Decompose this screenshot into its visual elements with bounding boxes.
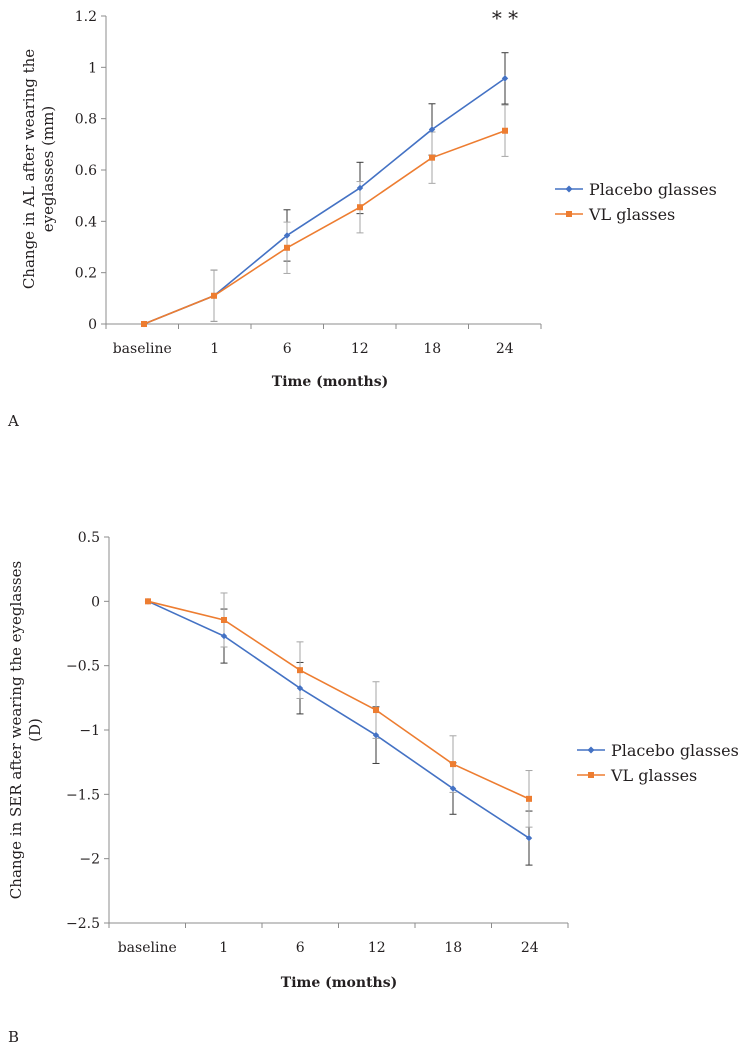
chart-b-legend-label-vl: VL glasses xyxy=(610,766,697,785)
chart-b-y-tick-label: 0 xyxy=(91,594,100,610)
chart-a-y-tick-label: 0.2 xyxy=(75,266,97,282)
chart-a-ylabel: Change in AL after wearing the eyeglasse… xyxy=(20,49,57,289)
chart-a-y-tick-label: 1 xyxy=(88,60,97,76)
chart-a-point-placebo xyxy=(501,75,509,82)
chart-b-y-tick-label: 0.5 xyxy=(78,530,100,546)
chart-b-xlabel: Time (months) xyxy=(281,975,397,991)
chart-b-x-axis: baseline 1 6 12 18 24 xyxy=(108,922,569,956)
chart-a-x-tick-label: 24 xyxy=(496,341,514,357)
chart-a-panel-label: A xyxy=(7,412,19,430)
chart-b-legend-label-placebo: Placebo glasses xyxy=(611,741,739,760)
chart-b-x-tick-label: baseline xyxy=(118,940,177,956)
chart-b-series-lines xyxy=(147,600,530,839)
chart-b-series-line-vl xyxy=(147,600,530,800)
chart-a-y-tick-label: 0.4 xyxy=(75,214,97,230)
chart-b-ylabel-line-1: Change in SER after wearing the eyeglass… xyxy=(7,561,25,899)
chart-panel-b: Change in SER after wearing the eyeglass… xyxy=(7,530,739,1046)
chart-b-y-tick-label: −1 xyxy=(79,723,100,739)
chart-a-point-placebo xyxy=(356,184,364,192)
chart-b-ylabel-line-2: (D) xyxy=(26,718,44,742)
chart-a-point-placebo xyxy=(283,232,291,239)
chart-b-x-tick-label: 6 xyxy=(296,940,305,956)
chart-b-point-vl xyxy=(221,616,227,623)
chart-a-legend-label-vl: VL glasses xyxy=(588,205,675,224)
chart-b-point-vl xyxy=(373,707,379,714)
chart-b-point-placebo xyxy=(525,834,533,842)
chart-b-y-tick-label: −0.5 xyxy=(66,659,100,675)
chart-b-panel-label: B xyxy=(8,1028,19,1046)
chart-a-legend-item-vl: VL glasses xyxy=(555,205,675,224)
chart-a-y-axis: 0 0.2 0.4 0.6 0.8 1 1.2 xyxy=(75,9,107,333)
chart-b-x-tick-label: 18 xyxy=(444,940,462,956)
chart-b-x-tick-label: 1 xyxy=(219,940,228,956)
chart-a-ylabel-line-1: Change in AL after wearing the xyxy=(20,49,38,289)
chart-b-point-vl xyxy=(450,761,456,768)
chart-b-legend-item-vl: VL glasses xyxy=(577,766,697,785)
chart-a-legend-marker-placebo xyxy=(565,185,573,193)
chart-a-point-vl xyxy=(284,244,290,251)
chart-a-point-vl xyxy=(429,154,435,161)
chart-b-point-placebo xyxy=(220,632,228,640)
chart-a-y-tick-label: 0.6 xyxy=(75,163,97,179)
chart-a-markers xyxy=(140,75,509,328)
chart-a-x-tick-label: 1 xyxy=(210,341,219,357)
chart-b-point-vl xyxy=(526,795,532,802)
chart-b-point-placebo xyxy=(372,731,380,739)
chart-b-y-tick-label: −2.5 xyxy=(66,916,100,932)
chart-a-legend-label-placebo: Placebo glasses xyxy=(589,180,717,199)
chart-a-point-vl xyxy=(141,321,147,327)
chart-b-markers xyxy=(144,598,533,842)
chart-a-y-tick-label: 0 xyxy=(88,317,97,333)
chart-b-error-bars xyxy=(220,592,533,866)
chart-a-ylabel-line-2: eyeglasses (mm) xyxy=(39,106,57,232)
chart-a-x-tick-label: 12 xyxy=(351,341,369,357)
chart-a-x-tick-label: 18 xyxy=(423,341,441,357)
chart-a-y-tick-label: 0.8 xyxy=(75,112,97,128)
chart-b-legend: Placebo glasses VL glasses xyxy=(577,741,739,785)
chart-b-legend-marker-placebo xyxy=(587,746,595,754)
chart-b-point-vl xyxy=(145,598,151,605)
chart-a-legend: Placebo glasses VL glasses xyxy=(555,180,717,224)
chart-a-series-lines xyxy=(143,77,506,325)
chart-a-series-line-placebo xyxy=(143,77,506,325)
chart-b-y-tick-label: −2 xyxy=(79,852,100,868)
chart-a-x-tick-label: baseline xyxy=(113,341,172,357)
chart-b-legend-marker-vl xyxy=(588,772,594,778)
chart-b-legend-item-placebo: Placebo glasses xyxy=(577,741,739,760)
chart-b-point-placebo xyxy=(449,785,457,792)
chart-a-significance-annotation: * * xyxy=(492,6,518,30)
chart-a-y-tick-label: 1.2 xyxy=(75,9,97,25)
chart-b-point-vl xyxy=(297,667,303,674)
chart-a-point-vl xyxy=(211,292,217,299)
chart-a-x-axis: baseline 1 6 12 18 24 xyxy=(105,323,542,357)
chart-b-x-tick-label: 12 xyxy=(368,940,386,956)
chart-a-point-vl xyxy=(357,204,363,211)
chart-a-x-tick-label: 6 xyxy=(283,341,292,357)
chart-a-legend-marker-vl xyxy=(566,211,572,217)
chart-a-point-vl xyxy=(502,127,508,134)
chart-b-y-tick-label: −1.5 xyxy=(66,787,100,803)
chart-b-y-axis: −2.5 −2 −1.5 −1 −0.5 0 0.5 xyxy=(66,530,110,932)
chart-b-series-line-placebo xyxy=(147,600,530,839)
chart-a-xlabel: Time (months) xyxy=(272,374,388,390)
chart-b-point-placebo xyxy=(296,684,304,692)
chart-b-x-tick-label: 24 xyxy=(521,940,539,956)
chart-panel-a: Change in AL after wearing the eyeglasse… xyxy=(7,6,717,430)
chart-a-legend-item-placebo: Placebo glasses xyxy=(555,180,717,199)
chart-a-point-placebo xyxy=(428,126,436,133)
chart-b-ylabel: Change in SER after wearing the eyeglass… xyxy=(7,561,44,899)
chart-a-series-line-vl xyxy=(143,129,506,325)
